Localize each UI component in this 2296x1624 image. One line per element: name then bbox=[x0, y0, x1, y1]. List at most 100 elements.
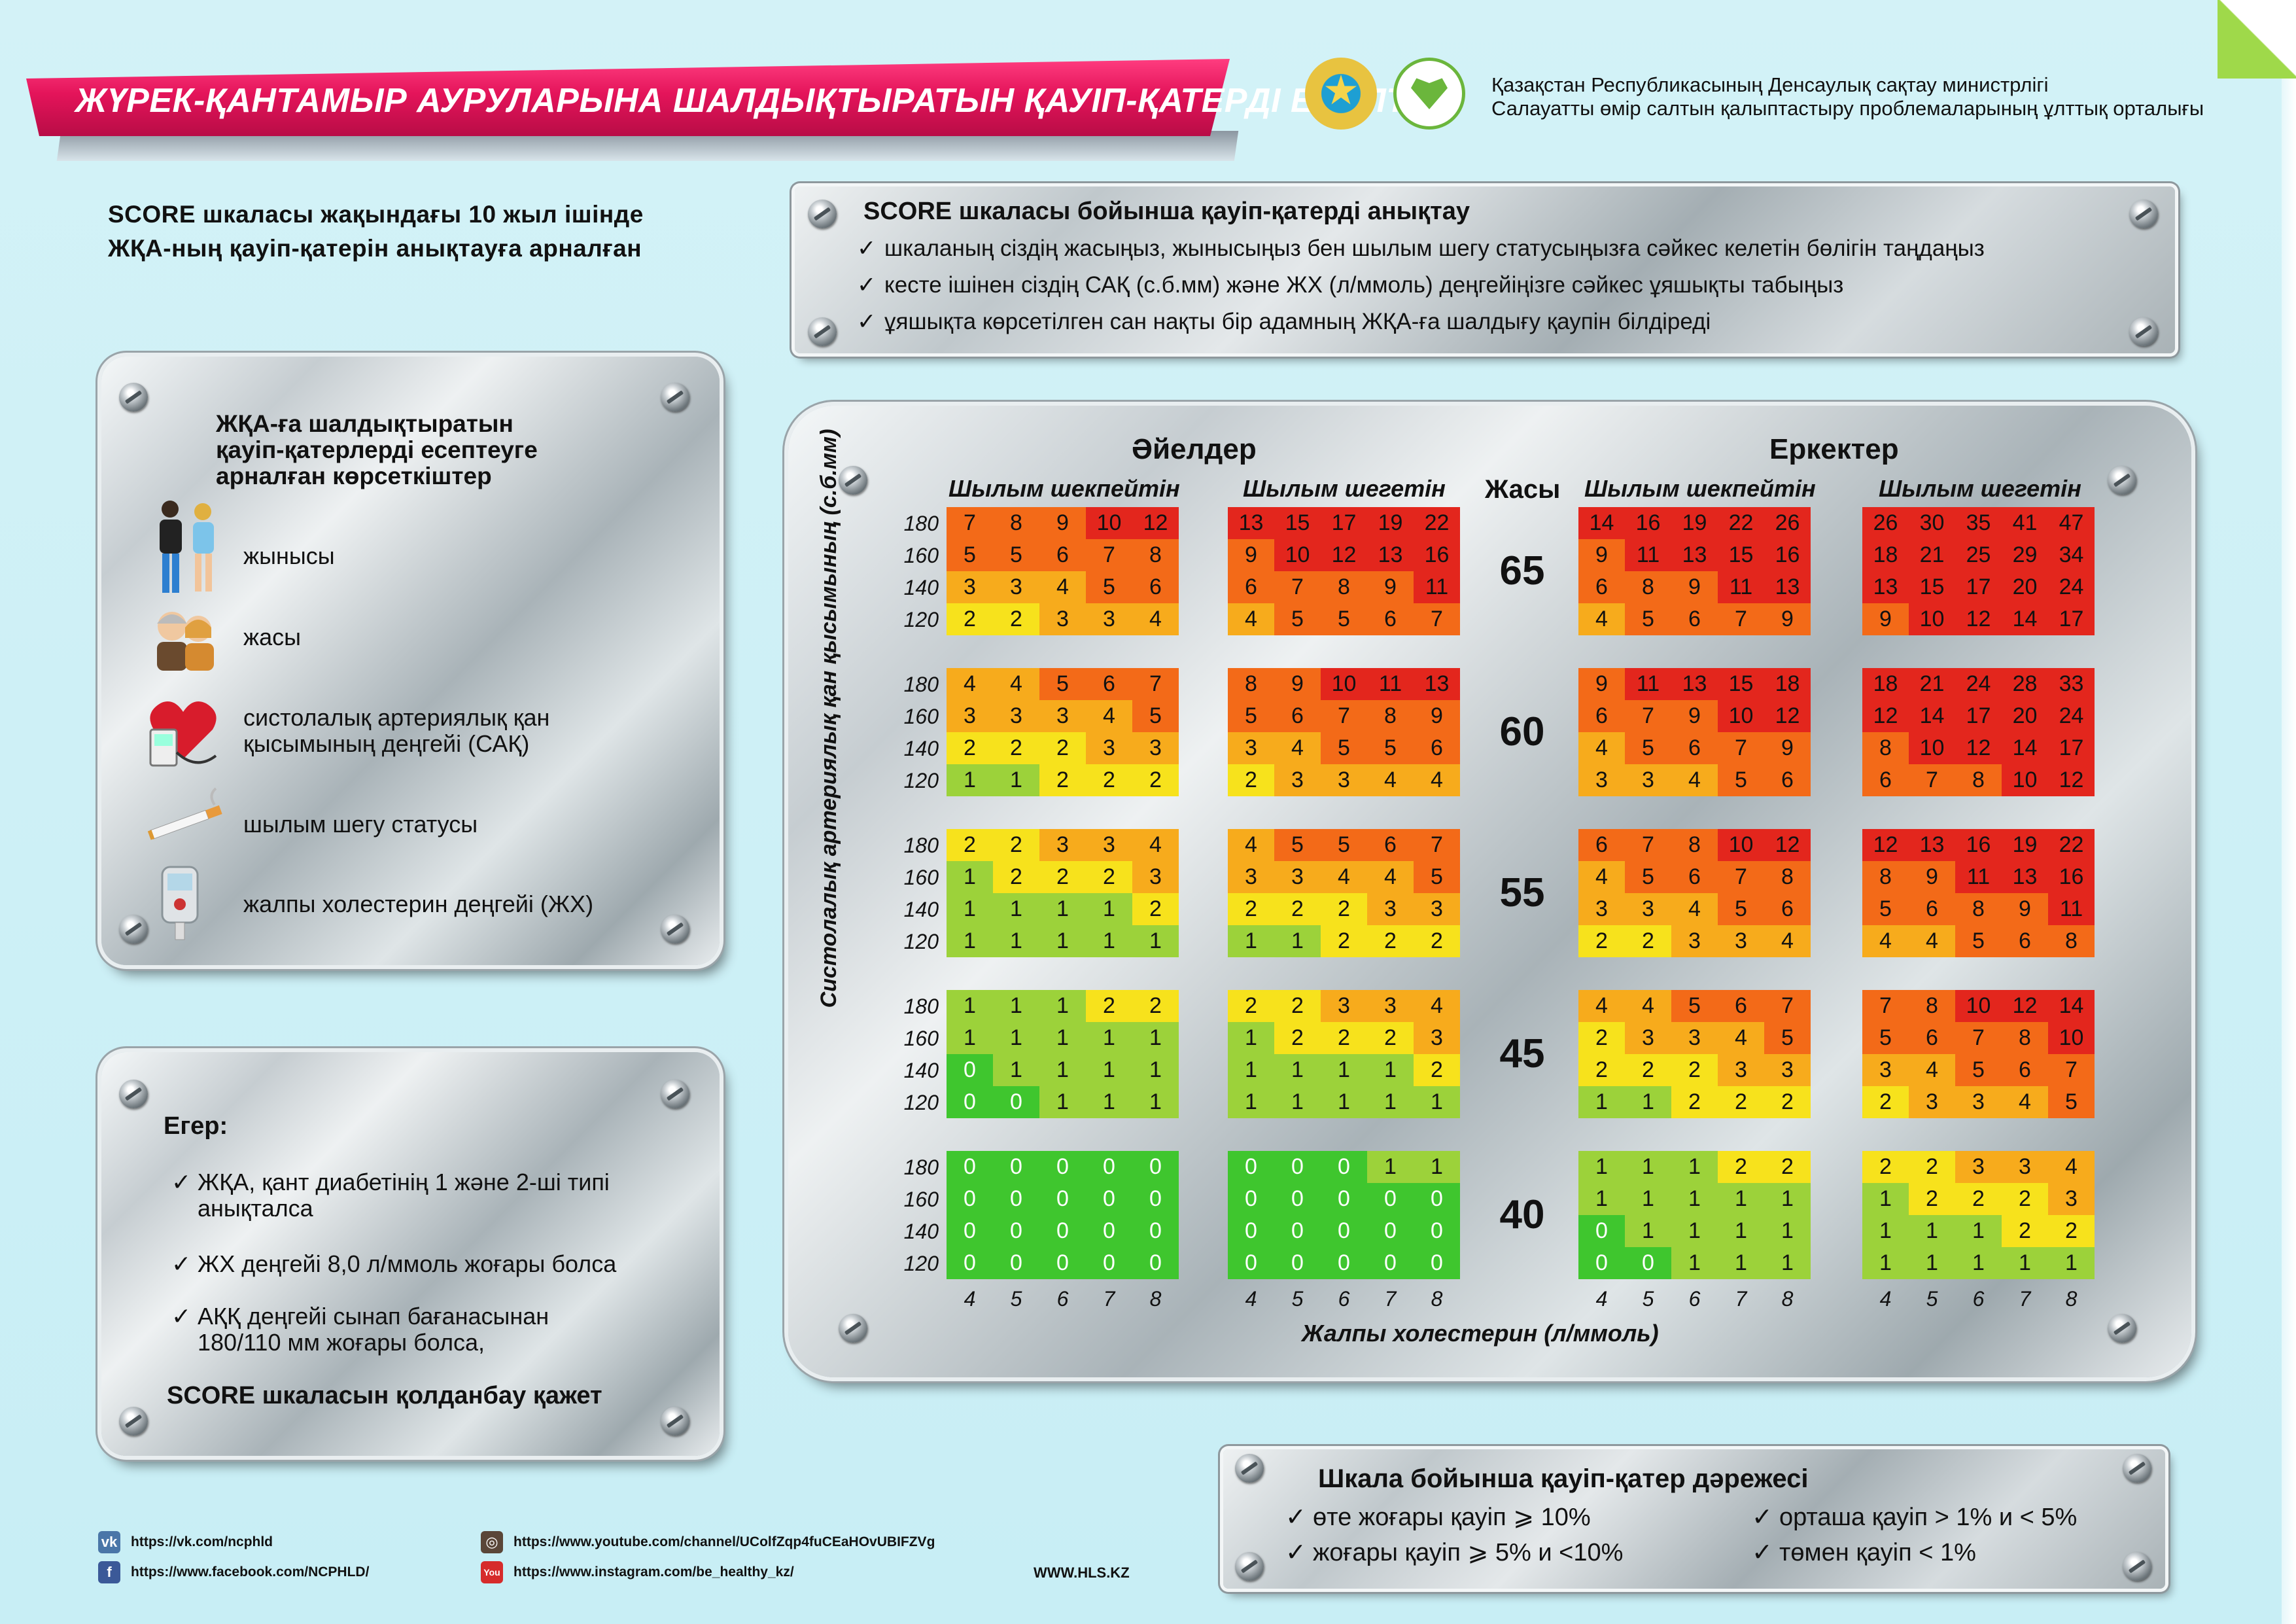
sbp-tick-label: 180 bbox=[903, 673, 939, 696]
risk-cell: 19 bbox=[1367, 507, 1414, 539]
risk-cell: 4 bbox=[1909, 1054, 1955, 1086]
risk-cell: 1 bbox=[1367, 1151, 1414, 1183]
vk-link[interactable]: https://vk.com/ncphld bbox=[131, 1534, 273, 1549]
risk-cell: 2 bbox=[993, 603, 1039, 635]
risk-cell: 4 bbox=[1909, 925, 1955, 957]
risk-cell: 30 bbox=[1909, 507, 1955, 539]
risk-cell: 41 bbox=[2002, 507, 2048, 539]
risk-cell: 1 bbox=[1274, 1054, 1321, 1086]
website-link[interactable]: WWW.HLS.KZ bbox=[1034, 1564, 1130, 1581]
state-emblem-icon bbox=[1305, 58, 1377, 130]
risk-cell: 1 bbox=[1718, 1183, 1764, 1215]
cholesterol-tick-label: 6 bbox=[1972, 1287, 1985, 1311]
risk-cell: 9 bbox=[1367, 571, 1414, 603]
instagram-link[interactable]: https://www.instagram.com/be_healthy_kz/ bbox=[513, 1564, 794, 1580]
risk-cell: 2 bbox=[1274, 990, 1321, 1022]
check-icon: ✓ bbox=[171, 1169, 192, 1195]
cholesterol-tick-label: 6 bbox=[1338, 1287, 1350, 1311]
risk-cell: 4 bbox=[1625, 990, 1671, 1022]
risk-cell: 2 bbox=[2002, 1215, 2048, 1247]
risk-cell: 9 bbox=[1414, 700, 1460, 732]
risk-cell: 0 bbox=[1321, 1151, 1367, 1183]
legend-item: ✓ өте жоғары қауіп ⩾ 10% bbox=[1285, 1502, 1591, 1532]
screw-icon bbox=[1235, 1552, 1264, 1581]
risk-cell: 6 bbox=[1578, 829, 1625, 861]
risk-cell: 4 bbox=[1862, 925, 1909, 957]
risk-cell: 2 bbox=[1228, 893, 1274, 925]
risk-cell: 11 bbox=[2048, 893, 2095, 925]
subgroup-title: Шылым шегетін bbox=[1243, 475, 1446, 502]
vk-icon[interactable]: vk bbox=[98, 1531, 120, 1553]
risk-cell: 1 bbox=[947, 1022, 993, 1054]
facebook-link[interactable]: https://www.facebook.com/NCPHLD/ bbox=[131, 1564, 370, 1580]
risk-cell: 2 bbox=[1321, 893, 1367, 925]
exception-text: анықталса bbox=[198, 1195, 313, 1222]
risk-cell: 10 bbox=[2002, 764, 2048, 796]
risk-cell: 1 bbox=[1764, 1215, 1811, 1247]
check-icon: ✓ bbox=[1752, 1539, 1773, 1566]
sbp-tick-label: 160 bbox=[903, 544, 939, 567]
risk-cell: 13 bbox=[1862, 571, 1909, 603]
exceptions-plate bbox=[101, 1052, 720, 1456]
risk-cell: 6 bbox=[1909, 1022, 1955, 1054]
facebook-icon[interactable]: f bbox=[98, 1561, 120, 1583]
risk-cell: 1 bbox=[2002, 1247, 2048, 1279]
risk-cell: 2 bbox=[1132, 764, 1179, 796]
risk-cell: 5 bbox=[1367, 732, 1414, 764]
cholesterol-tick-label: 4 bbox=[1595, 1287, 1608, 1311]
risk-cell: 3 bbox=[1764, 1054, 1811, 1086]
risk-cell: 0 bbox=[1132, 1151, 1179, 1183]
risk-cell: 6 bbox=[1367, 603, 1414, 635]
risk-cell: 1 bbox=[993, 893, 1039, 925]
risk-cell: 10 bbox=[1274, 539, 1321, 571]
risk-cell: 12 bbox=[1955, 732, 2002, 764]
instagram-icon[interactable]: ◎ bbox=[481, 1531, 503, 1553]
risk-cell: 7 bbox=[1132, 668, 1179, 700]
risk-cell: 1 bbox=[1321, 1054, 1367, 1086]
screw-icon bbox=[119, 915, 148, 944]
risk-cell: 10 bbox=[1909, 603, 1955, 635]
risk-cell: 2 bbox=[1671, 1086, 1718, 1118]
risk-cell: 0 bbox=[1367, 1183, 1414, 1215]
risk-cell: 7 bbox=[1718, 732, 1764, 764]
risk-cell: 7 bbox=[1909, 764, 1955, 796]
risk-cell: 20 bbox=[2002, 700, 2048, 732]
risk-cell: 3 bbox=[1578, 764, 1625, 796]
risk-cell: 6 bbox=[1132, 571, 1179, 603]
risk-cell: 3 bbox=[1039, 603, 1086, 635]
risk-cell: 1 bbox=[1321, 1086, 1367, 1118]
risk-cell: 0 bbox=[1228, 1183, 1274, 1215]
exception-item: ✓ ЖХ деңгейі 8,0 л/ммоль жоғары болса bbox=[171, 1251, 695, 1280]
risk-cell: 13 bbox=[1909, 829, 1955, 861]
check-icon: ✓ bbox=[857, 309, 877, 334]
risk-cell: 1 bbox=[1039, 990, 1086, 1022]
risk-cell: 4 bbox=[1414, 764, 1460, 796]
risk-cell: 5 bbox=[1955, 1054, 2002, 1086]
youtube-link[interactable]: https://www.youtube.com/channel/UColfZqp… bbox=[513, 1534, 935, 1549]
risk-cell: 0 bbox=[1367, 1215, 1414, 1247]
risk-cell: 2 bbox=[1414, 925, 1460, 957]
risk-cell: 17 bbox=[1955, 571, 2002, 603]
risk-cell: 0 bbox=[1367, 1247, 1414, 1279]
legend-text: орташа қауіп > 1% и < 5% bbox=[1779, 1504, 2078, 1531]
risk-cell: 0 bbox=[947, 1151, 993, 1183]
risk-cell: 3 bbox=[1274, 861, 1321, 893]
risk-cell: 2 bbox=[1671, 1054, 1718, 1086]
youtube-icon[interactable]: You bbox=[481, 1561, 503, 1583]
risk-cell: 5 bbox=[1625, 861, 1671, 893]
risk-cell: 1 bbox=[1955, 1215, 2002, 1247]
risk-cell: 1 bbox=[1718, 1247, 1764, 1279]
risk-cell: 4 bbox=[1578, 861, 1625, 893]
risk-cell: 8 bbox=[1955, 764, 2002, 796]
sbp-tick-label: 140 bbox=[903, 737, 939, 760]
cholesterol-tick-label: 4 bbox=[964, 1287, 976, 1311]
risk-cell: 12 bbox=[1321, 539, 1367, 571]
risk-cell: 0 bbox=[1274, 1247, 1321, 1279]
risk-cell: 3 bbox=[2002, 1151, 2048, 1183]
risk-cell: 5 bbox=[993, 539, 1039, 571]
risk-cell: 1 bbox=[1367, 1054, 1414, 1086]
risk-cell: 7 bbox=[1718, 603, 1764, 635]
risk-cell: 7 bbox=[1625, 700, 1671, 732]
risk-cell: 7 bbox=[1086, 539, 1132, 571]
factor-label: жасы bbox=[243, 624, 301, 650]
